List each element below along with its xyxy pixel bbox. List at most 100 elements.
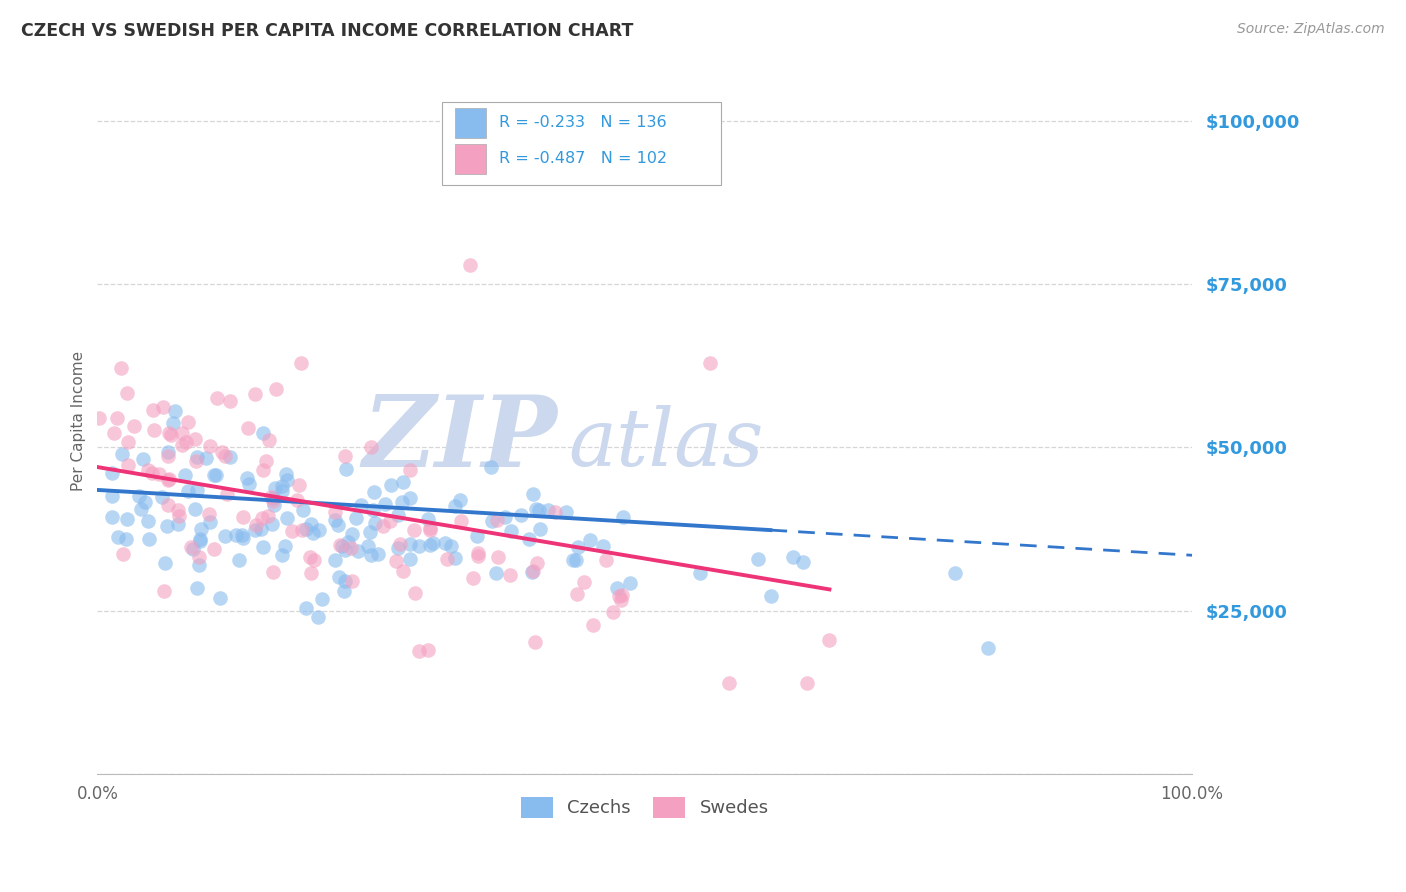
Point xyxy=(796,675,818,690)
Point xyxy=(747,552,769,566)
Point xyxy=(219,450,242,464)
Point xyxy=(609,593,631,607)
Text: atlas: atlas xyxy=(568,405,763,483)
Point xyxy=(218,394,240,409)
Point xyxy=(467,549,489,563)
Point xyxy=(522,564,544,578)
Point xyxy=(236,421,259,435)
Point xyxy=(231,528,253,542)
Point xyxy=(271,479,294,493)
Point xyxy=(465,529,488,543)
Point xyxy=(481,514,503,528)
Point xyxy=(391,495,413,509)
Point xyxy=(111,447,134,461)
Point xyxy=(153,556,176,570)
Point xyxy=(526,556,548,570)
Point xyxy=(141,466,163,480)
Point xyxy=(595,552,617,566)
Point xyxy=(537,503,560,517)
Point xyxy=(333,584,356,599)
Point xyxy=(100,489,122,503)
Point xyxy=(323,553,346,567)
Point xyxy=(252,426,274,441)
Point xyxy=(378,514,401,528)
Point xyxy=(274,539,297,553)
Point xyxy=(461,571,484,585)
Point xyxy=(142,403,165,417)
Point xyxy=(326,518,349,533)
Point xyxy=(157,472,180,486)
Text: R = -0.487   N = 102: R = -0.487 N = 102 xyxy=(499,152,668,166)
Point xyxy=(288,478,311,492)
Point xyxy=(245,517,267,532)
Point xyxy=(208,591,231,605)
Point xyxy=(443,499,465,513)
Point xyxy=(285,493,308,508)
Point xyxy=(818,632,841,647)
Point xyxy=(117,434,139,449)
Point xyxy=(263,498,285,512)
Point xyxy=(202,468,225,483)
Point xyxy=(349,498,371,512)
Point xyxy=(166,502,188,516)
Point xyxy=(359,524,381,539)
Point xyxy=(689,566,711,580)
Point xyxy=(134,495,156,509)
Point xyxy=(211,445,233,459)
Point xyxy=(529,522,551,536)
Point xyxy=(323,513,346,527)
Point xyxy=(330,539,353,553)
Point xyxy=(200,516,222,530)
Point xyxy=(228,553,250,567)
Point xyxy=(307,610,329,624)
Point xyxy=(605,582,627,596)
Point xyxy=(214,449,236,463)
Point xyxy=(276,473,298,487)
Point xyxy=(385,554,408,568)
Point xyxy=(184,454,207,468)
Point xyxy=(107,531,129,545)
Point xyxy=(132,452,155,467)
Point xyxy=(131,501,153,516)
Point xyxy=(162,416,184,430)
Point xyxy=(440,539,463,553)
Point xyxy=(198,439,221,453)
Point xyxy=(342,574,364,588)
Point xyxy=(186,483,208,498)
Text: Source: ZipAtlas.com: Source: ZipAtlas.com xyxy=(1237,22,1385,37)
Point xyxy=(254,454,277,468)
Point xyxy=(264,382,287,396)
Point xyxy=(398,537,420,551)
Point xyxy=(257,509,280,524)
Point xyxy=(524,502,547,516)
Point xyxy=(402,524,425,538)
Point xyxy=(527,503,550,517)
Point xyxy=(389,537,412,551)
Point xyxy=(252,463,274,477)
Point xyxy=(207,392,229,406)
Y-axis label: Per Capita Income: Per Capita Income xyxy=(72,351,86,491)
Point xyxy=(262,491,284,506)
Point xyxy=(156,445,179,459)
Point xyxy=(579,533,602,547)
Point xyxy=(260,490,283,504)
Point xyxy=(436,551,458,566)
Point xyxy=(87,411,110,425)
Point xyxy=(450,514,472,528)
Point xyxy=(308,523,330,537)
Point xyxy=(408,644,430,658)
Point xyxy=(153,583,176,598)
Point xyxy=(262,565,284,579)
Point xyxy=(565,553,588,567)
Point xyxy=(449,492,471,507)
Point xyxy=(163,403,186,417)
Point xyxy=(156,498,179,512)
Point xyxy=(157,473,180,487)
Point xyxy=(299,566,322,580)
Point xyxy=(522,486,544,500)
Point xyxy=(398,551,420,566)
Point xyxy=(346,543,368,558)
Point xyxy=(188,549,211,564)
Point xyxy=(408,539,430,553)
Point xyxy=(592,539,614,553)
